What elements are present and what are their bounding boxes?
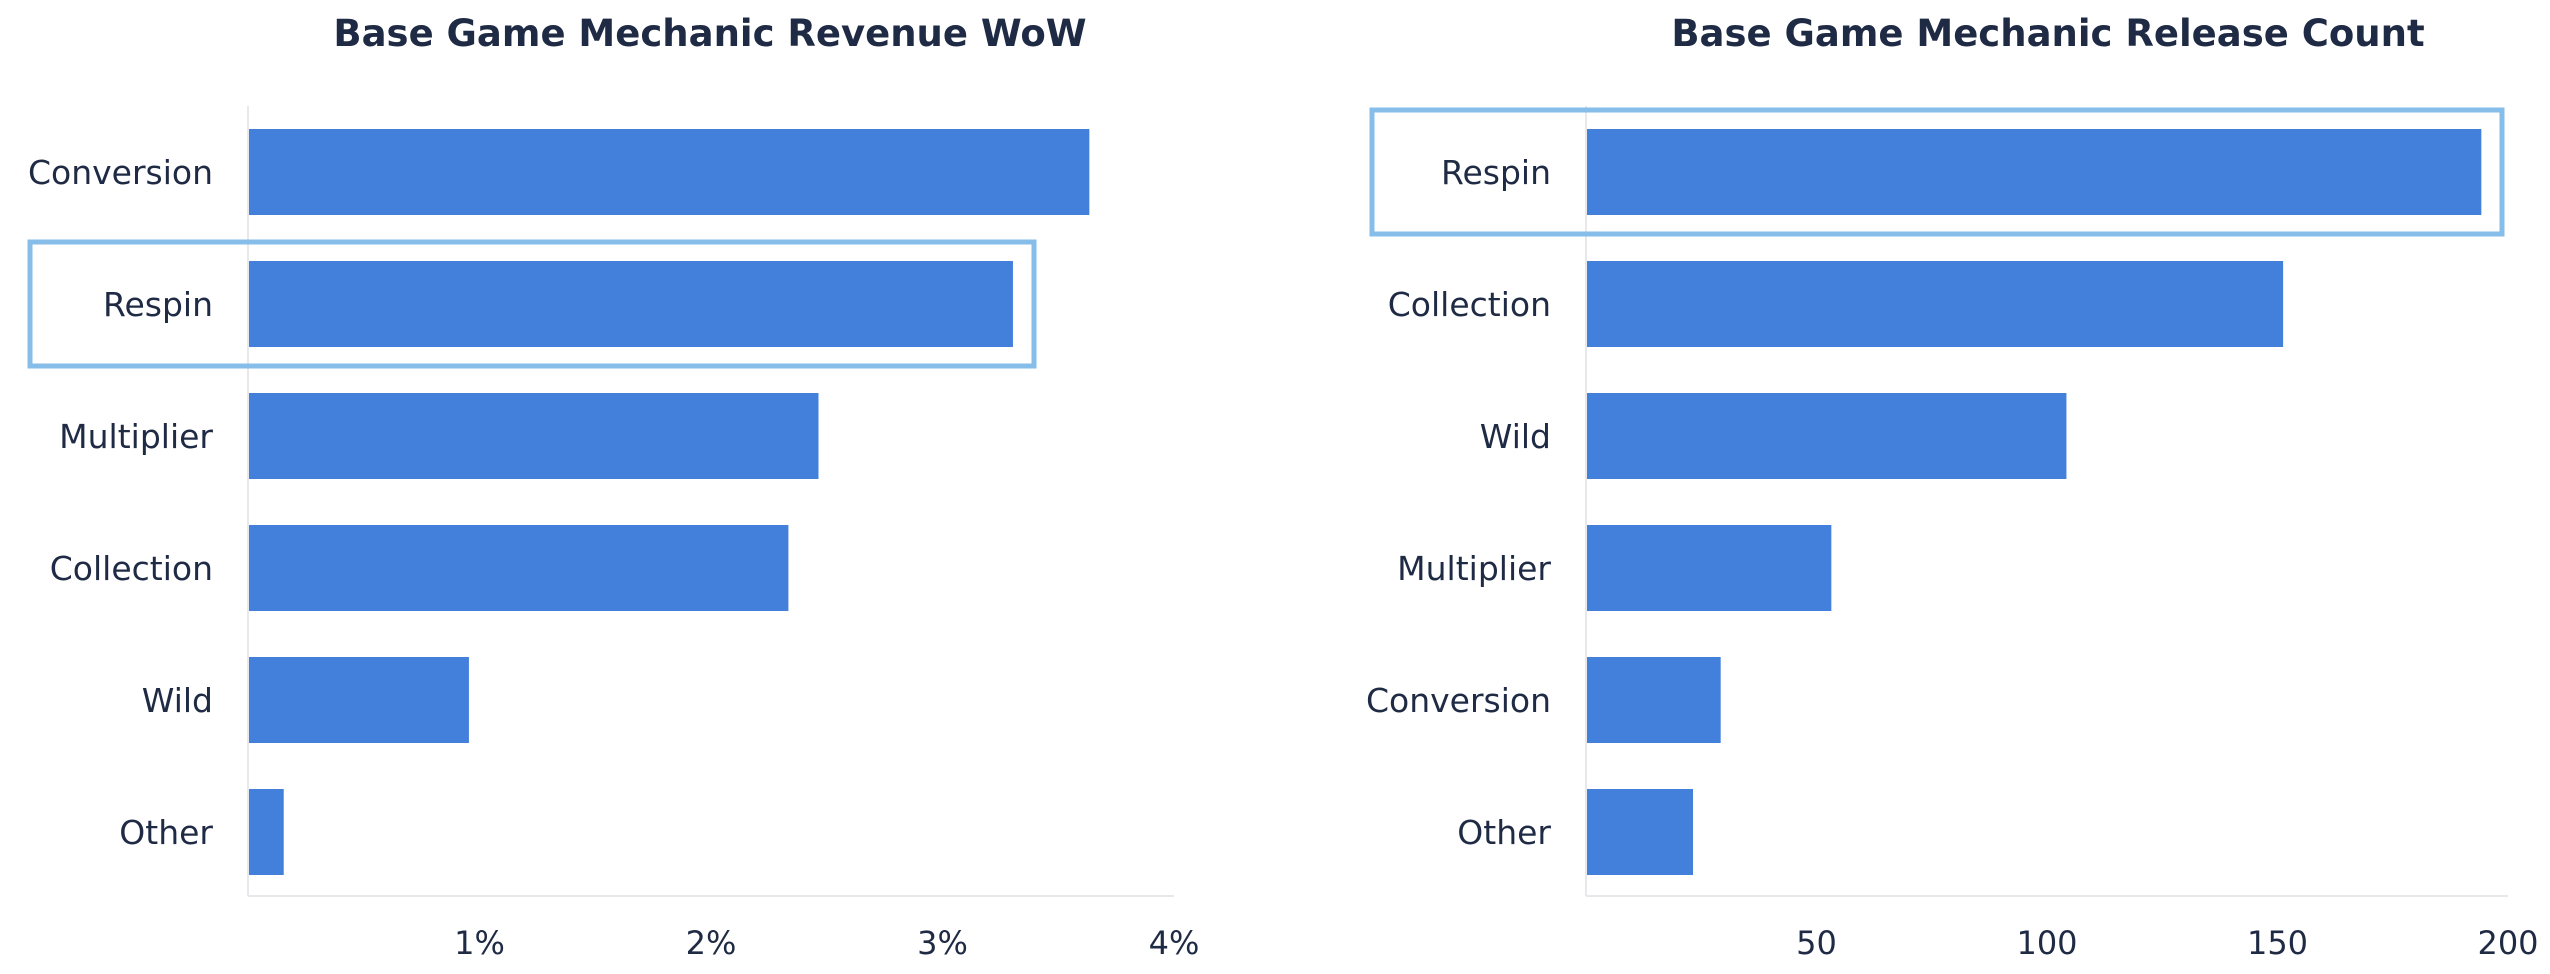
- x-tick-label: 150: [2247, 924, 2308, 962]
- highlight-box: [1369, 107, 2505, 237]
- x-tick-label: 50: [1796, 924, 1837, 962]
- category-label: Multiplier: [59, 417, 213, 456]
- revenue-wow-chart: Base Game Mechanic Revenue WoW Conversio…: [27, 12, 1200, 962]
- bar: [249, 129, 1090, 215]
- x-tick-label: 100: [2016, 924, 2077, 962]
- category-label: Multiplier: [1397, 549, 1551, 588]
- x-tick-label: 1%: [454, 924, 505, 962]
- category-label: Conversion: [1366, 681, 1551, 720]
- bar: [1587, 525, 1832, 611]
- category-label: Respin: [103, 285, 213, 324]
- bar: [249, 657, 469, 743]
- bar: [249, 261, 1013, 347]
- category-label: Collection: [50, 549, 213, 588]
- bar: [1587, 789, 1694, 875]
- highlight-box: [27, 239, 1037, 369]
- category-label: Other: [1457, 813, 1551, 852]
- bar: [249, 525, 789, 611]
- bar: [1587, 657, 1721, 743]
- bar: [249, 393, 819, 479]
- x-tick-label: 200: [2477, 924, 2538, 962]
- chart-title: Base Game Mechanic Revenue WoW: [333, 12, 1086, 55]
- x-tick-label: 2%: [686, 924, 737, 962]
- category-label: Other: [119, 813, 213, 852]
- bar: [1587, 129, 2482, 215]
- bar: [1587, 261, 2284, 347]
- category-label: Collection: [1388, 285, 1551, 324]
- category-label: Conversion: [28, 153, 213, 192]
- category-label: Wild: [142, 681, 213, 720]
- x-tick-label: 4%: [1149, 924, 1200, 962]
- x-tick-label: 3%: [917, 924, 968, 962]
- chart-title: Base Game Mechanic Release Count: [1671, 12, 2424, 55]
- bar: [249, 789, 284, 875]
- category-label: Wild: [1480, 417, 1551, 456]
- bar: [1587, 393, 2067, 479]
- category-label: Respin: [1441, 153, 1551, 192]
- release-count-chart: Base Game Mechanic Release Count Respin C…: [1366, 12, 2539, 962]
